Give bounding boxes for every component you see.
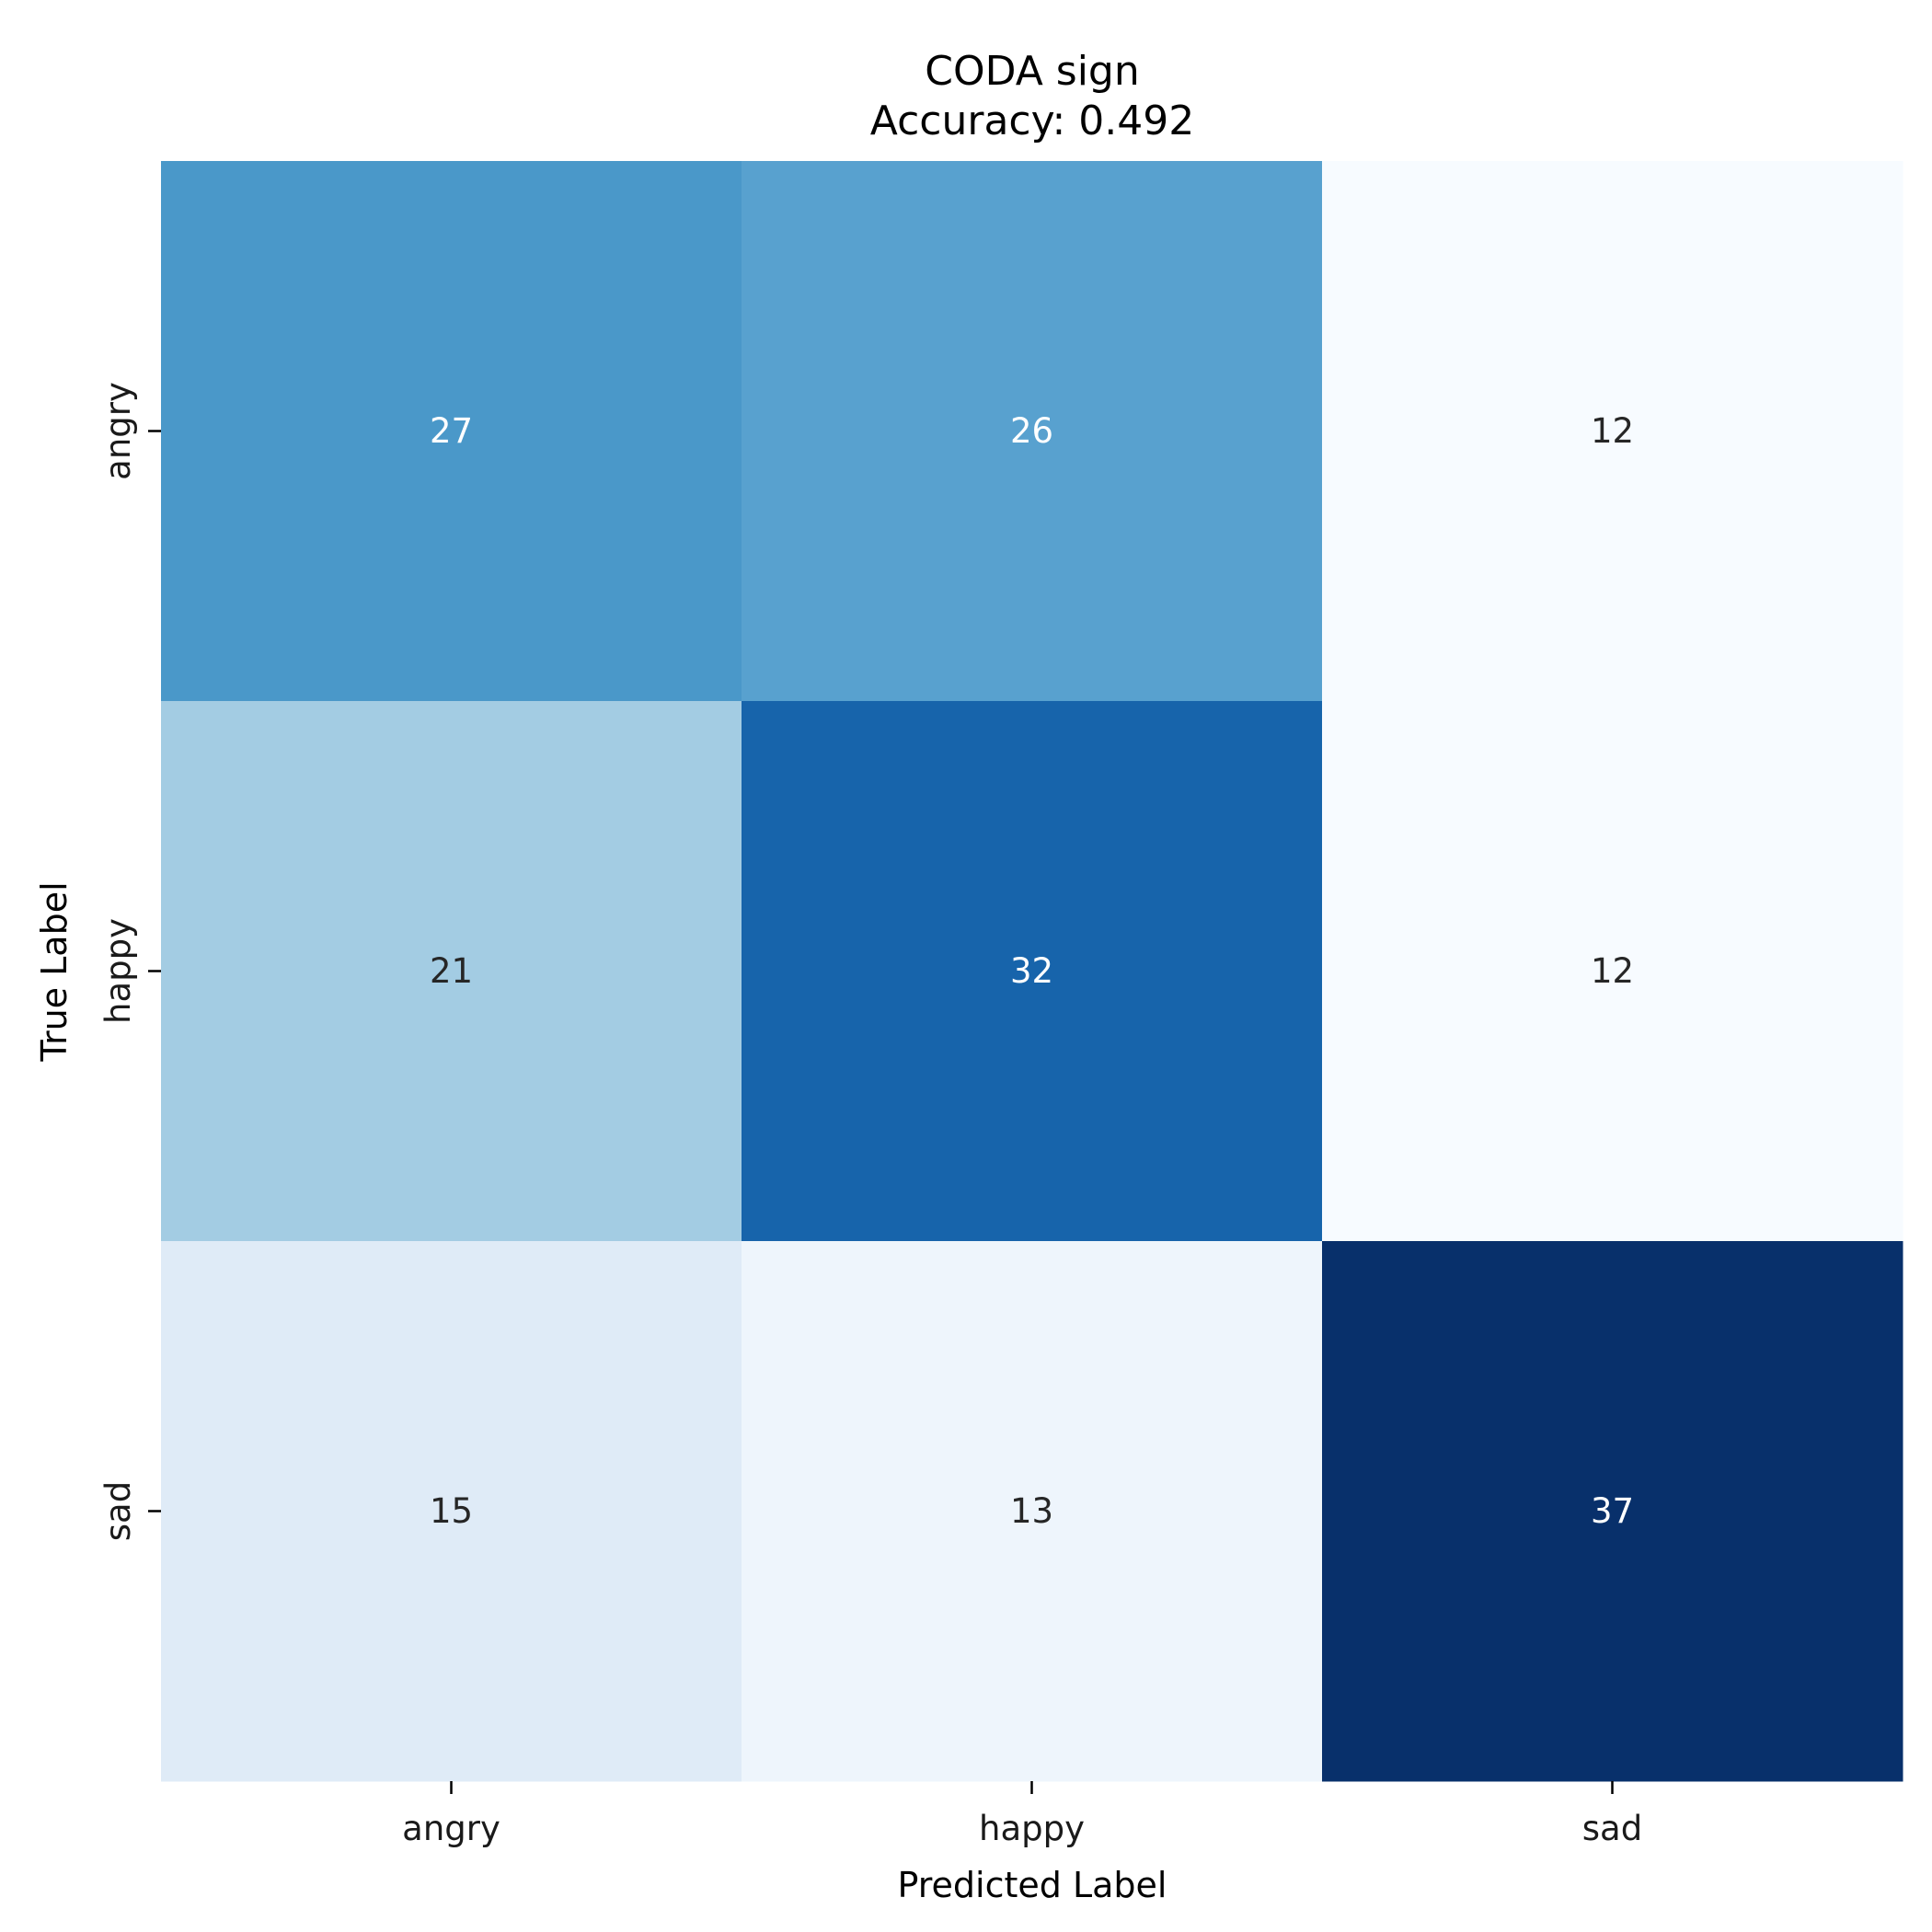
y-tick-label-angry: angry	[98, 382, 138, 480]
cell-value-angry-angry: 27	[430, 411, 473, 451]
heatmap-cell-happy-happy	[742, 701, 1323, 1242]
x-tick-label-sad: sad	[1582, 1809, 1642, 1848]
heatmap-cell-angry-sad	[1322, 161, 1903, 702]
y-tick-label-happy: happy	[98, 918, 138, 1024]
heatmap-cell-angry-happy	[742, 161, 1323, 702]
cell-annotations: 27 26 12 21 32 12 15 13 37	[430, 411, 1634, 1531]
cell-value-sad-angry: 15	[430, 1491, 473, 1531]
cell-value-angry-happy: 26	[1010, 411, 1053, 451]
cell-value-angry-sad: 12	[1591, 411, 1634, 451]
heatmap-cell-angry-angry	[161, 161, 742, 702]
x-axis-label: Predicted Label	[898, 1865, 1167, 1905]
cell-value-happy-sad: 12	[1591, 951, 1634, 991]
cell-value-happy-angry: 21	[430, 951, 473, 991]
x-tick-label-angry: angry	[402, 1809, 500, 1848]
chart-title: CODA sign	[925, 48, 1140, 95]
heatmap-cell-happy-angry	[161, 701, 742, 1242]
heatmap-cells	[161, 161, 1903, 1782]
heatmap-cell-sad-sad	[1322, 1241, 1903, 1782]
cell-value-sad-happy: 13	[1010, 1491, 1053, 1531]
y-tick-label-sad: sad	[98, 1481, 138, 1541]
heatmap-cell-sad-angry	[161, 1241, 742, 1782]
cell-value-sad-sad: 37	[1591, 1491, 1634, 1531]
y-axis-label: True Label	[34, 881, 75, 1062]
heatmap-cell-happy-sad	[1322, 701, 1903, 1242]
heatmap-cell-sad-happy	[742, 1241, 1323, 1782]
cell-value-happy-happy: 32	[1010, 951, 1053, 991]
chart-subtitle: Accuracy: 0.492	[870, 98, 1194, 144]
y-axis-ticks: angry happy sad	[98, 382, 161, 1541]
x-tick-label-happy: happy	[979, 1809, 1085, 1848]
x-axis-ticks: angry happy sad	[402, 1781, 1642, 1848]
